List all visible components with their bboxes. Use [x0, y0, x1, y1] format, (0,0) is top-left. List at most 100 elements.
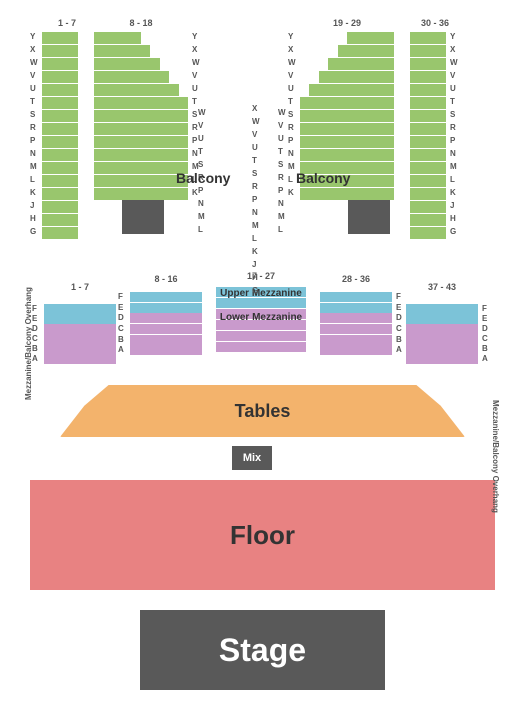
balcony-row-label: T	[288, 97, 293, 106]
balcony-center-row-label: V	[198, 121, 203, 130]
mezz-row[interactable]	[216, 342, 306, 353]
balcony-row[interactable]	[410, 97, 446, 110]
balcony-row[interactable]	[410, 110, 446, 123]
balcony-void-box	[122, 200, 164, 234]
balcony-row-label: P	[192, 136, 197, 145]
balcony-row-label: P	[450, 136, 455, 145]
balcony-row[interactable]	[94, 136, 188, 149]
balcony-row[interactable]	[410, 58, 446, 71]
balcony-row-label: K	[450, 188, 456, 197]
balcony-row[interactable]	[42, 162, 78, 175]
balcony-row[interactable]	[42, 175, 78, 188]
balcony-row-label: X	[30, 45, 35, 54]
balcony-row[interactable]	[94, 162, 188, 175]
balcony-row[interactable]	[410, 136, 446, 149]
balcony-row[interactable]	[338, 45, 394, 58]
balcony-row[interactable]	[410, 149, 446, 162]
balcony-row[interactable]	[94, 110, 188, 123]
balcony-row[interactable]	[319, 71, 394, 84]
mezz-row[interactable]	[216, 331, 306, 342]
mezz-row[interactable]	[320, 292, 392, 303]
balcony-row-label: Y	[450, 32, 455, 41]
balcony-row-label: M	[450, 162, 457, 171]
mezz-row[interactable]	[406, 354, 478, 365]
mezz-row[interactable]	[216, 298, 306, 309]
balcony-row[interactable]	[42, 136, 78, 149]
balcony-center-row-label: W	[278, 108, 286, 117]
balcony-row[interactable]	[300, 123, 394, 136]
balcony-center-row-label: U	[278, 134, 284, 143]
balcony-void-box	[348, 200, 390, 234]
mezz-row[interactable]	[130, 313, 202, 324]
balcony-center-row-label: N	[278, 199, 284, 208]
balcony-row[interactable]	[410, 214, 446, 227]
balcony-row[interactable]	[94, 32, 141, 45]
balcony-row[interactable]	[42, 201, 78, 214]
balcony-row-label: W	[192, 58, 200, 67]
mezz-row[interactable]	[320, 345, 392, 356]
mezz-row-label: B	[482, 344, 488, 353]
mezz-row[interactable]	[130, 345, 202, 356]
balcony-row[interactable]	[42, 110, 78, 123]
balcony-row[interactable]	[94, 123, 188, 136]
balcony-row[interactable]	[42, 84, 78, 97]
balcony-center-row-label: S	[252, 169, 257, 178]
balcony-row-label: X	[450, 45, 455, 54]
mezz-row-label: B	[118, 335, 124, 344]
balcony-row-label: Y	[30, 32, 35, 41]
balcony-center-row-label: U	[198, 134, 204, 143]
balcony-row[interactable]	[42, 71, 78, 84]
balcony-col-label: 19 - 29	[300, 18, 394, 28]
mezz-row[interactable]	[130, 324, 202, 335]
balcony-row[interactable]	[328, 58, 394, 71]
mezz-row-label: E	[482, 314, 487, 323]
balcony-row-label: W	[450, 58, 458, 67]
balcony-center-row-label: J	[252, 260, 256, 269]
floor-section[interactable]: Floor	[30, 480, 495, 590]
balcony-row[interactable]	[42, 123, 78, 136]
balcony-row[interactable]	[94, 97, 188, 110]
balcony-row-label: S	[30, 110, 35, 119]
mezz-row-label: F	[396, 292, 401, 301]
balcony-center-row-label: M	[252, 221, 259, 230]
balcony-row[interactable]	[42, 188, 78, 201]
balcony-row[interactable]	[410, 45, 446, 58]
balcony-row[interactable]	[309, 84, 394, 97]
mezz-row[interactable]	[44, 354, 116, 365]
balcony-row[interactable]	[42, 149, 78, 162]
balcony-row[interactable]	[42, 58, 78, 71]
balcony-row[interactable]	[94, 84, 179, 97]
balcony-row[interactable]	[94, 45, 150, 58]
balcony-row[interactable]	[94, 58, 160, 71]
balcony-row[interactable]	[300, 149, 394, 162]
balcony-row[interactable]	[42, 45, 78, 58]
balcony-row[interactable]	[410, 71, 446, 84]
balcony-row[interactable]	[410, 84, 446, 97]
balcony-row[interactable]	[410, 201, 446, 214]
balcony-row[interactable]	[300, 110, 394, 123]
mezz-col-label: 1 - 7	[44, 282, 116, 292]
balcony-row[interactable]	[94, 149, 188, 162]
balcony-row[interactable]	[42, 227, 78, 240]
mezz-row[interactable]	[320, 324, 392, 335]
balcony-row[interactable]	[300, 136, 394, 149]
tables-section[interactable]: Tables	[60, 385, 465, 437]
mezz-row[interactable]	[320, 313, 392, 324]
balcony-row[interactable]	[410, 188, 446, 201]
balcony-row[interactable]	[94, 175, 188, 188]
balcony-row-label: Y	[288, 32, 293, 41]
balcony-row[interactable]	[300, 97, 394, 110]
balcony-row[interactable]	[94, 71, 169, 84]
balcony-row[interactable]	[410, 175, 446, 188]
mezz-row[interactable]	[130, 292, 202, 303]
balcony-row-label: H	[30, 214, 36, 223]
balcony-row[interactable]	[410, 162, 446, 175]
balcony-row[interactable]	[410, 123, 446, 136]
balcony-row[interactable]	[42, 97, 78, 110]
balcony-row[interactable]	[42, 32, 78, 45]
balcony-row[interactable]	[347, 32, 394, 45]
balcony-row[interactable]	[410, 227, 446, 240]
balcony-row[interactable]	[42, 214, 78, 227]
mezz-col-label: 28 - 36	[320, 274, 392, 284]
balcony-row[interactable]	[410, 32, 446, 45]
